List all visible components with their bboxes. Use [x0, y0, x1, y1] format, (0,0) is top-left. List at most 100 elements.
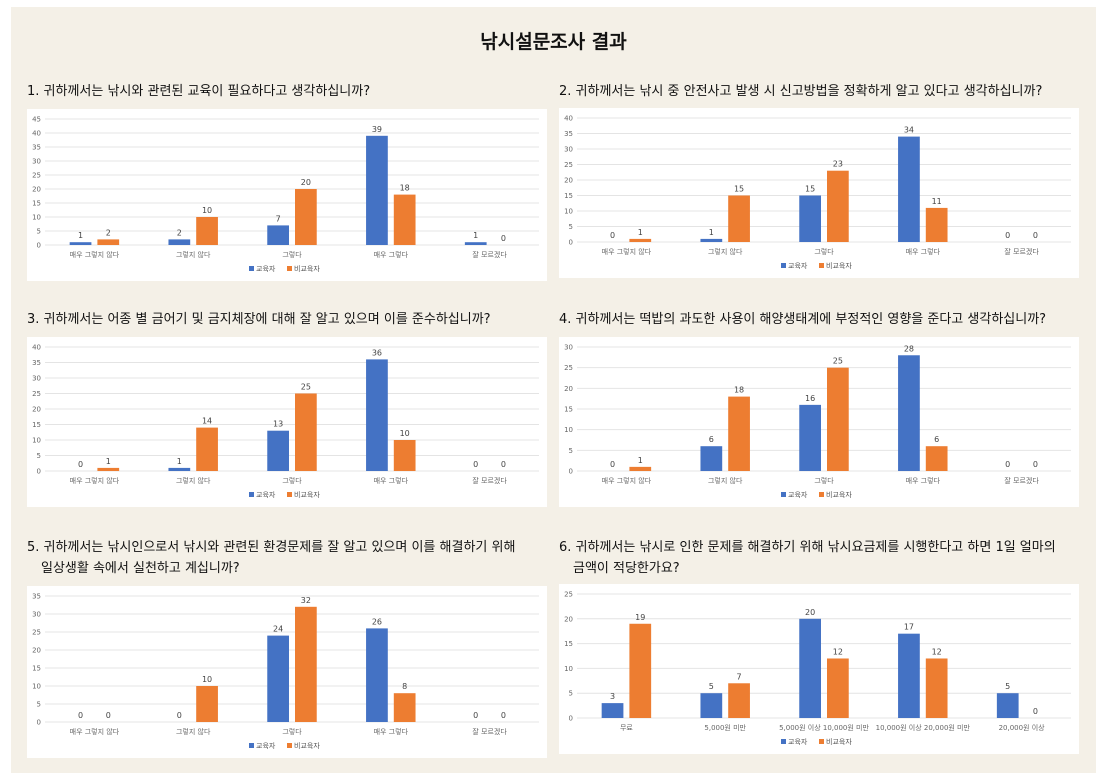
legend-label: 교육자 [788, 737, 808, 746]
bar-series2 [393, 440, 416, 471]
y-tick-label: 20 [564, 385, 573, 393]
chart-area: 0 5 10 15 20 25 3 19 무료 5 7 5,000원 미만 20 12 5,000원 이상 … [559, 584, 1079, 754]
data-label: 1 [106, 457, 111, 466]
y-tick-label: 15 [564, 192, 573, 200]
y-tick-label: 10 [32, 214, 41, 222]
data-label: 0 [78, 460, 83, 469]
bar-series1 [464, 242, 487, 245]
chart-panel-6: 6. 귀하께서는 낚시로 인한 문제를 해결하기 위해 낚시요금제를 시행한다고… [559, 537, 1079, 759]
data-label: 0 [610, 231, 615, 240]
bar-series2 [827, 367, 849, 471]
y-tick-label: 30 [32, 611, 41, 619]
bar-series1 [898, 136, 920, 242]
bar-series1 [700, 693, 723, 718]
x-tick-label: 매우 그렇다 [374, 727, 409, 736]
chart-panel-4: 4. 귀하께서는 떡밥의 과도한 사용이 해양생태계에 부정적인 영향을 준다고… [559, 309, 1079, 509]
x-tick-label: 매우 그렇지 않다 [70, 727, 120, 736]
bar-series1 [799, 618, 821, 718]
data-label: 6 [709, 435, 714, 444]
x-tick-label: 그렇다 [282, 250, 302, 259]
bar-series1 [601, 703, 624, 718]
y-tick-label: 25 [564, 591, 573, 599]
data-label: 12 [833, 647, 843, 656]
y-tick-label: 35 [32, 593, 41, 601]
bar-series1 [799, 404, 821, 471]
chart-area: 0 5 10 15 20 25 30 0 1 매우 그렇지 않다 6 18 그렇지 않다 16 25 그렇다 2… [559, 337, 1079, 507]
bar-chart: 0 5 10 15 20 25 30 35 40 0 1 매우 그렇지 않다 1 15 그렇지 않다 15 23… [564, 115, 1071, 270]
data-label: 15 [805, 185, 815, 194]
data-label: 10 [202, 206, 212, 215]
data-label: 20 [805, 608, 815, 617]
bar-series1 [366, 628, 388, 722]
bar-chart: 0 5 10 15 20 25 30 35 0 0 매우 그렇지 않다 0 10 그렇지 않다 24 32 그렇… [32, 593, 539, 750]
x-tick-label: 그렇지 않다 [176, 250, 211, 259]
data-label: 0 [501, 234, 506, 243]
data-label: 28 [904, 344, 914, 353]
legend-label: 비교육자 [826, 490, 852, 499]
y-tick-label: 10 [564, 208, 573, 216]
legend-label: 교육자 [256, 490, 276, 499]
data-label: 24 [273, 625, 283, 634]
data-label: 0 [78, 711, 83, 720]
x-tick-label: 10,000원 이상 20,000원 미만 [876, 723, 971, 732]
x-tick-label: 매우 그렇지 않다 [602, 247, 652, 256]
data-label: 0 [501, 711, 506, 720]
bar-series2 [728, 396, 750, 471]
data-label: 0 [106, 711, 111, 720]
bar-series1 [366, 135, 388, 245]
data-label: 5 [709, 682, 714, 691]
data-label: 0 [177, 711, 182, 720]
y-tick-label: 5 [569, 447, 573, 455]
y-tick-label: 25 [32, 172, 41, 180]
x-tick-label: 매우 그렇다 [374, 476, 409, 485]
bar-series1 [799, 195, 821, 242]
x-tick-label: 그렇지 않다 [176, 727, 211, 736]
data-label: 2 [177, 228, 182, 237]
legend-swatch [287, 743, 292, 748]
y-tick-label: 20 [32, 647, 41, 655]
bar-series2 [196, 686, 218, 722]
x-tick-label: 20,000원 이상 [999, 723, 1046, 732]
data-label: 34 [904, 126, 914, 135]
y-tick-label: 30 [32, 375, 41, 383]
bar-series2 [393, 693, 416, 722]
data-label: 10 [202, 675, 212, 684]
y-tick-label: 15 [32, 665, 41, 673]
data-label: 19 [635, 613, 645, 622]
y-tick-label: 35 [32, 144, 41, 152]
y-tick-label: 35 [32, 359, 41, 367]
data-label: 16 [805, 394, 815, 403]
bar-chart: 0 5 10 15 20 25 30 0 1 매우 그렇지 않다 6 18 그렇지 않다 16 25 그렇다 2… [564, 344, 1071, 499]
data-label: 1 [473, 231, 478, 240]
data-label: 0 [1005, 231, 1010, 240]
data-label: 1 [638, 456, 643, 465]
chart-panel-5: 5. 귀하께서는 낚시인으로서 낚시와 관련된 환경문제를 잘 알고 있으며 이… [27, 537, 547, 759]
x-tick-label: 그렇지 않다 [176, 476, 211, 485]
x-tick-label: 잘 모르겠다 [472, 727, 507, 736]
data-label: 1 [638, 228, 643, 237]
bar-series2 [827, 170, 849, 242]
data-label: 7 [276, 214, 281, 223]
y-tick-label: 0 [37, 468, 41, 476]
bar-series1 [996, 693, 1019, 718]
legend-swatch [781, 263, 786, 268]
y-tick-label: 45 [32, 116, 41, 124]
x-tick-label: 매우 그렇지 않다 [70, 250, 120, 259]
bar-series2 [97, 467, 120, 471]
chart-area: 0 5 10 15 20 25 30 35 40 0 1 매우 그렇지 않다 1 15 그렇지 않다 15 23… [559, 108, 1079, 278]
y-tick-label: 40 [32, 344, 41, 352]
y-tick-label: 10 [32, 437, 41, 445]
y-tick-label: 5 [37, 452, 41, 460]
bar-series1 [69, 242, 92, 245]
y-tick-label: 0 [569, 715, 573, 723]
bar-series2 [97, 239, 120, 245]
x-tick-label: 매우 그렇다 [906, 476, 941, 485]
data-label: 0 [610, 460, 615, 469]
bar-series1 [700, 238, 723, 242]
y-tick-label: 0 [37, 242, 41, 250]
x-tick-label: 잘 모르겠다 [1004, 476, 1039, 485]
bar-series2 [295, 606, 317, 722]
bar-series1 [267, 635, 289, 722]
data-label: 0 [1033, 707, 1038, 716]
chart-panel-3: 3. 귀하께서는 어종 별 금어기 및 금지체장에 대해 잘 알고 있으며 이를… [27, 309, 547, 509]
